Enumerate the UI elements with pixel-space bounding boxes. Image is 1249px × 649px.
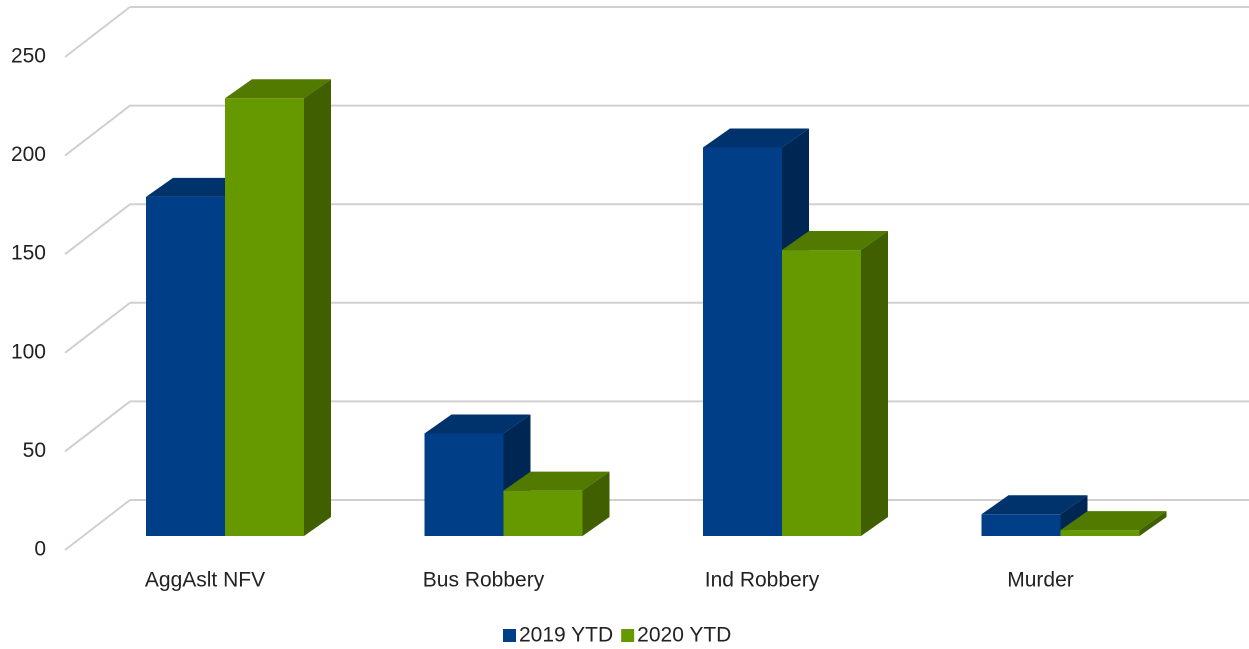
bar-top xyxy=(981,495,1088,515)
x-tick-label: Bus Robbery xyxy=(423,569,545,592)
y-tick-label: 50 xyxy=(23,439,46,462)
grid-diagonal xyxy=(64,203,131,255)
bar-top xyxy=(424,414,531,434)
legend-swatch xyxy=(621,629,635,642)
y-tick-label: 150 xyxy=(11,242,46,265)
bar-side xyxy=(304,79,331,536)
bar xyxy=(424,433,504,536)
y-tick-label: 100 xyxy=(11,340,46,363)
x-tick-label: AggAslt NFV xyxy=(145,569,265,592)
bar-top xyxy=(782,231,888,251)
x-tick-label: Ind Robbery xyxy=(705,569,820,592)
legend-label: 2019 YTD xyxy=(519,624,613,647)
x-tick-label: Murder xyxy=(1007,569,1074,592)
bar xyxy=(503,490,583,536)
bar xyxy=(782,250,861,536)
bar-top xyxy=(1060,511,1167,531)
bar-top xyxy=(225,79,331,99)
bar-top xyxy=(503,471,610,491)
bar xyxy=(146,196,225,537)
legend-swatch xyxy=(503,629,516,642)
y-tick-label: 250 xyxy=(11,45,46,68)
grid-diagonal xyxy=(64,302,131,354)
grid-diagonal xyxy=(64,499,131,551)
y-tick-label: 200 xyxy=(11,143,46,166)
bar xyxy=(1060,530,1140,536)
legend-label: 2020 YTD xyxy=(637,624,731,647)
bar xyxy=(981,514,1061,536)
bar-side xyxy=(582,471,610,536)
bar xyxy=(225,98,304,536)
grid-diagonal xyxy=(64,400,131,453)
grid-diagonal xyxy=(64,104,131,157)
grid-diagonal xyxy=(64,6,131,58)
bar-side xyxy=(861,231,888,536)
y-tick-label: 0 xyxy=(34,538,46,561)
bar-side xyxy=(1139,511,1167,536)
bar xyxy=(703,147,782,537)
bar-top xyxy=(703,128,809,148)
